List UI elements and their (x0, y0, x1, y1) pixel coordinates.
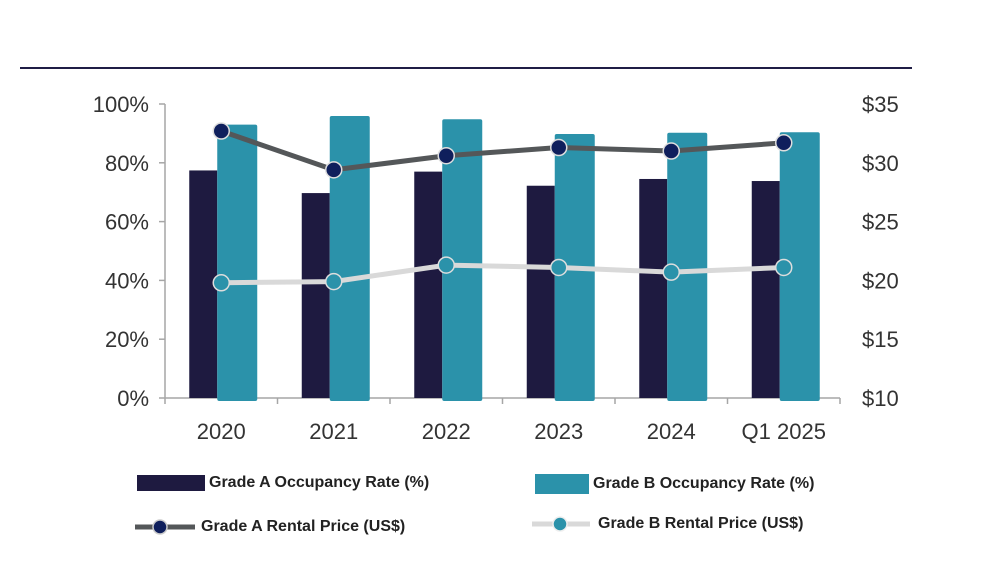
left-tick-label: 20% (105, 327, 149, 352)
marker-grade-b-rental (212, 274, 230, 292)
bar-grade-b-occupancy (779, 132, 820, 401)
marker-grade-a-rental (437, 146, 455, 165)
marker-grade-a-rental (212, 122, 230, 140)
right-tick-label: $35 (862, 92, 899, 117)
legend-item-grade-a-rental: Grade A Rental Price (US$) (135, 517, 405, 537)
marker-grade-b-rental (550, 258, 568, 277)
left-tick-label: 100% (93, 92, 149, 117)
header-rule (20, 67, 912, 69)
x-tick-label: 2021 (309, 419, 358, 444)
legend-swatch-line-light (532, 516, 590, 532)
left-tick-label: 80% (105, 151, 149, 176)
legend-swatch-bar-dark (137, 475, 205, 491)
x-tick-label: 2020 (197, 419, 246, 444)
bar-grade-b-occupancy (217, 124, 258, 401)
line-grade-a-rental (220, 128, 784, 173)
legend-label: Grade B Occupancy Rate (%) (593, 475, 815, 492)
left-tick-label: 60% (105, 210, 149, 235)
right-tick-label: $25 (862, 210, 899, 235)
right-tick-label: $10 (862, 386, 899, 411)
x-tick-label: Q1 2025 (742, 419, 826, 444)
marker-grade-a-rental (662, 142, 680, 160)
legend-swatch-line-dark (135, 519, 195, 535)
marker-grade-b-rental (437, 256, 455, 274)
bar-grade-b-occupancy (667, 132, 708, 401)
legend-label: Grade A Rental Price (US$) (201, 518, 406, 535)
marker-grade-b-rental (775, 258, 793, 277)
legend-swatch-bar-teal (535, 474, 589, 494)
bar-grade-a-occupancy (751, 181, 780, 398)
line-grade-b-rental (221, 262, 784, 286)
legend-item-grade-b-occupancy: Grade B Occupancy Rate (%) (535, 474, 814, 494)
bar-grade-a-occupancy (414, 171, 443, 398)
legend-label: Grade B Rental Price (US$) (598, 515, 804, 532)
x-tick-label: 2022 (422, 419, 471, 444)
bar-grade-b-occupancy (442, 119, 483, 402)
right-tick-label: $30 (862, 151, 899, 176)
legend-item-grade-b-rental: Grade B Rental Price (US$) (532, 514, 803, 534)
bar-grade-b-occupancy (329, 116, 370, 401)
bar-grade-a-occupancy (639, 178, 668, 398)
left-tick-label: 0% (117, 386, 149, 411)
legend-item-grade-a-occupancy: Grade A Occupancy Rate (%) (137, 474, 429, 492)
right-tick-label: $15 (862, 327, 899, 352)
right-tick-label: $20 (862, 268, 899, 293)
x-tick-label: 2024 (647, 419, 696, 444)
marker-grade-a-rental (775, 134, 793, 152)
legend-label: Grade A Occupancy Rate (%) (209, 474, 430, 491)
left-tick-label: 40% (105, 268, 149, 293)
marker-grade-a-rental (325, 161, 343, 179)
marker-grade-b-rental (662, 263, 680, 281)
marker-grade-a-rental (550, 138, 568, 157)
bar-grade-a-occupancy (526, 185, 555, 398)
x-tick-label: 2023 (534, 419, 583, 444)
marker-grade-b-rental (325, 272, 343, 291)
bar-grade-a-occupancy (189, 170, 218, 398)
bar-grade-a-occupancy (301, 193, 330, 398)
